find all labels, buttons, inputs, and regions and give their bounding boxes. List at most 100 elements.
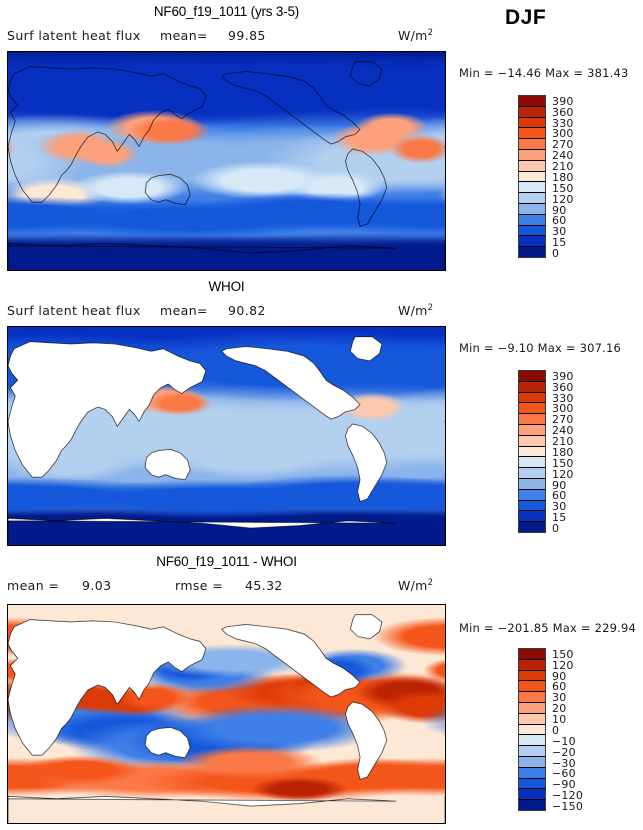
colorbar-tick-label: 15 (552, 236, 567, 250)
colorbar-tick-label: 210 (552, 160, 574, 174)
colorbar-swatch (519, 182, 545, 194)
colorbar-tick-label: 15 (552, 511, 567, 525)
colorbar-tick-label: 360 (552, 105, 574, 119)
colorbar-tick-label: 180 (552, 445, 574, 459)
variable-label-model: Surf latent heat flux (7, 28, 141, 43)
colorbar-swatch (519, 160, 545, 172)
colorbar-swatch (519, 117, 545, 129)
colorbar-tick-label: 0 (552, 522, 560, 535)
colorbar-swatch (519, 225, 545, 237)
colorbar-swatch (519, 414, 545, 425)
colorbar-labels-model: 390 360 330 300 270 240 210 180 150 120 90 60 30 15 0 (552, 94, 612, 260)
colorbar-swatch (519, 435, 545, 447)
colorbar-tick-label: 330 (552, 116, 574, 130)
panel-subhead-model: Surf latent heat flux mean= 99.85 W/m2 (0, 28, 453, 46)
colorbar-tick-label: −150 (552, 800, 584, 813)
colorbar-swatch (519, 403, 545, 415)
colorbar-tick-label: −30 (552, 756, 576, 770)
panel-difference: NF60_f19_1011 - WHOI mean = 9.03 rmse = … (0, 550, 643, 830)
colorbar-tick-label: 360 (552, 380, 574, 394)
mean-value-model: 99.85 (228, 28, 266, 43)
colorbar-swatch (519, 713, 545, 725)
colorbar-tick-label: 30 (552, 225, 567, 239)
panel-observations: WHOI Surf latent heat flux mean= 90.82 W… (0, 275, 643, 550)
mean-value-obs: 90.82 (228, 303, 266, 318)
colorbar-swatch (519, 746, 545, 757)
panel-model: NF60_f19_1011 (yrs 3-5) Surf latent heat… (0, 0, 643, 275)
rmse-label-difference: rmse = (175, 578, 224, 593)
map-observations (7, 326, 446, 546)
colorbar-swatch (519, 128, 545, 140)
colorbar-tick-label: −20 (552, 745, 576, 759)
colorbar-tick-label: 150 (552, 456, 574, 470)
panel-subhead-obs: Surf latent heat flux mean= 90.82 W/m2 (0, 303, 453, 321)
colorbar-tick-label: 30 (552, 691, 567, 705)
colorbar-tick-label: 150 (552, 647, 574, 661)
colorbar-swatch (519, 724, 545, 736)
colorbar-swatch (519, 203, 545, 215)
colorbar-tick-label: 120 (552, 658, 574, 672)
colorbar-tick-label: 0 (552, 723, 560, 737)
colorbar-swatch (519, 139, 545, 150)
minmax-difference: Min = −201.85 Max = 229.94 (459, 621, 637, 635)
colorbar-swatch (519, 236, 545, 248)
colorbar-swatch (519, 149, 545, 161)
colorbar-tick-label: 60 (552, 214, 567, 228)
colorbar-swatch (519, 670, 545, 682)
colorbar-tick-label: 120 (552, 467, 574, 481)
colorbar-swatch (519, 659, 545, 671)
panel-title-model: NF60_f19_1011 (yrs 3-5) (153, 4, 300, 19)
minmax-obs: Min = −9.10 Max = 307.16 (459, 341, 622, 355)
colorbar-tick-label: −120 (552, 789, 584, 803)
colorbar-swatch (519, 735, 545, 747)
colorbar-tick-label: 180 (552, 170, 574, 184)
colorbar-tick-label: 120 (552, 192, 574, 206)
mean-value-difference: 9.03 (82, 578, 112, 593)
colorbar-swatch (519, 392, 545, 404)
variable-label-obs: Surf latent heat flux (7, 303, 141, 318)
colorbar-tick-label: 150 (552, 181, 574, 195)
colorbar-swatch (519, 489, 545, 501)
units-label-obs: W/m2 (398, 303, 434, 319)
colorbar-tick-label: 240 (552, 424, 574, 438)
colorbar-tick-label: 60 (552, 680, 567, 694)
colorbar-swatch (519, 789, 545, 801)
colorbar-swatch (519, 446, 545, 458)
colorbar-swatch (519, 681, 545, 693)
colorbar-tick-label: −10 (552, 734, 576, 748)
panel-title-obs: WHOI (208, 279, 245, 294)
colorbar-swatch (519, 424, 545, 436)
colorbar-swatch (519, 106, 545, 118)
colorbar-tick-label: 0 (552, 247, 560, 260)
colorbar-swatch (519, 171, 545, 183)
colorbar-model (518, 95, 546, 258)
colorbar-swatch (519, 500, 545, 512)
colorbar-swatch (519, 214, 545, 226)
colorbar-tick-label: 390 (552, 94, 574, 108)
colorbar-swatch (519, 468, 545, 479)
colorbar-tick-label: −60 (552, 767, 576, 781)
colorbar-obs (518, 370, 546, 533)
units-label-model: W/m2 (398, 28, 434, 44)
mean-label-model: mean= (160, 28, 208, 43)
colorbar-difference (518, 648, 546, 811)
minmax-model: Min = −14.46 Max = 381.43 (459, 66, 629, 80)
colorbar-swatch (519, 371, 545, 382)
colorbar-swatch (519, 756, 545, 768)
colorbar-swatch (519, 778, 545, 790)
mean-label-obs: mean= (160, 303, 208, 318)
colorbar-tick-label: 30 (552, 500, 567, 514)
colorbar-tick-label: 90 (552, 478, 567, 492)
colorbar-tick-label: 10 (552, 713, 567, 727)
colorbar-tick-label: 210 (552, 435, 574, 449)
colorbar-tick-label: 90 (552, 669, 567, 683)
colorbar-labels-obs: 390 360 330 300 270 240 210 180 150 120 90 60 30 15 0 (552, 369, 612, 535)
colorbar-swatch (519, 457, 545, 469)
colorbar-tick-label: −90 (552, 778, 576, 792)
rmse-value-difference: 45.32 (245, 578, 283, 593)
colorbar-tick-label: 390 (552, 369, 574, 383)
colorbar-tick-label: 300 (552, 402, 574, 416)
colorbar-tick-label: 240 (552, 149, 574, 163)
colorbar-tick-label: 330 (552, 391, 574, 405)
colorbar-tick-label: 20 (552, 702, 567, 716)
